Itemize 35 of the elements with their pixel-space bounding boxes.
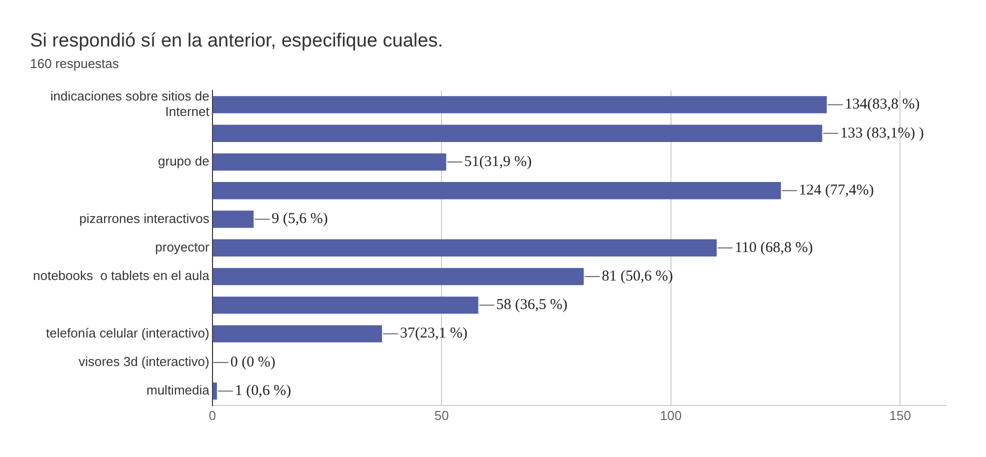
data-label: 37(23,1 %): [400, 326, 468, 342]
y-tick-label: pizarrones interactivos: [79, 210, 210, 226]
data-label: 1 (0,6 %): [234, 383, 292, 400]
y-tick-label: proyector: [155, 239, 210, 254]
x-tick-label: 50: [434, 408, 449, 423]
chart-title: Si respondió sí en la anterior, especifique cuales.: [30, 30, 443, 52]
data-label: 133 (83,1%) ): [840, 125, 924, 142]
y-tick-label: indicaciones sobre sitios de Internet: [50, 88, 210, 120]
data-label: 134(83,8 %): [844, 96, 920, 113]
bar: [212, 182, 781, 200]
x-tick-label: 150: [889, 408, 911, 423]
bar: [212, 239, 717, 256]
y-tick-label: telefonía celular (interactivo): [46, 325, 210, 340]
data-label: 110 (68,8 %): [734, 240, 813, 256]
y-tick-label: multimedia: [146, 382, 210, 398]
x-tick-label: 100: [660, 408, 682, 423]
bar: [212, 268, 584, 286]
bar: [212, 210, 254, 228]
bar: [212, 96, 827, 114]
data-label: 9 (5,6 %): [272, 211, 328, 228]
bar: [212, 296, 478, 314]
data-label: 51(31,9 %): [464, 154, 532, 170]
bar: [212, 153, 446, 171]
y-tick-label: notebooks o tablets en el aula: [32, 268, 210, 284]
y-tick-label: visores 3d (interactivo): [78, 354, 210, 370]
bar: [212, 325, 382, 342]
data-label: 124 (77,4%): [798, 182, 874, 199]
x-tick-label: 0: [208, 408, 216, 423]
data-label: 81 (50,6 %): [602, 268, 674, 284]
data-label: 0 (0 %): [230, 354, 276, 370]
bar: [212, 124, 822, 142]
data-label: 58 (36,5 %): [496, 297, 568, 314]
text: 160 respuestas: [30, 56, 120, 72]
y-tick-label: grupo de: [158, 154, 210, 169]
bar: [212, 382, 217, 400]
